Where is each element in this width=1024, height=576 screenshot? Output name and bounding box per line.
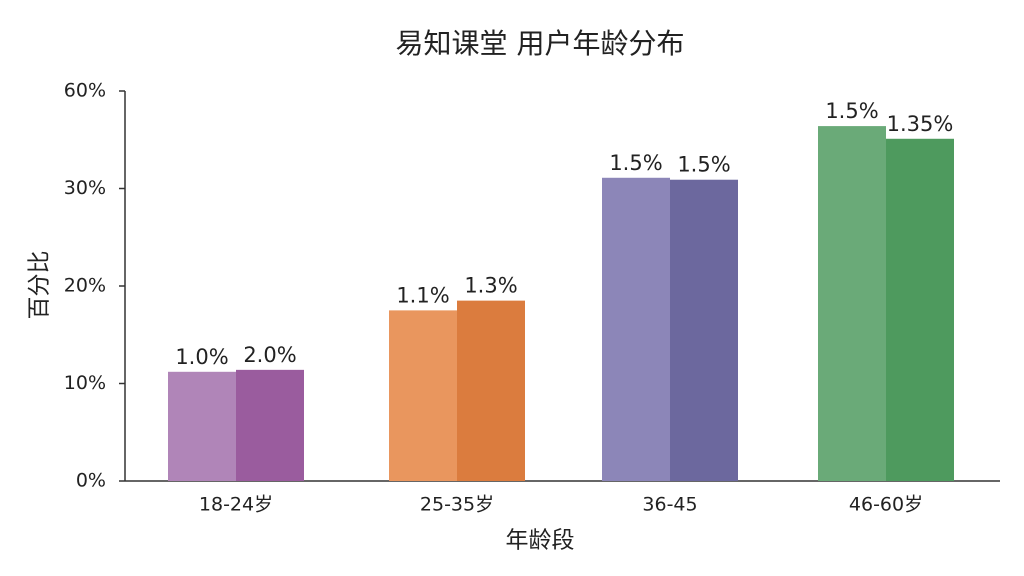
- bar: [389, 310, 457, 481]
- data-label: 1.1%: [396, 283, 449, 307]
- bar: [670, 180, 738, 481]
- x-tick-label: 18-24岁: [199, 494, 273, 516]
- y-tick-label: 10%: [64, 372, 106, 394]
- bar: [236, 370, 304, 481]
- bar: [886, 139, 954, 481]
- data-label: 1.0%: [175, 345, 228, 369]
- y-tick-label: 30%: [64, 177, 106, 199]
- bar: [818, 126, 886, 481]
- x-axis-label: 年龄段: [506, 528, 575, 554]
- x-tick-label: 36-45: [642, 494, 697, 516]
- data-label: 1.5%: [677, 153, 730, 177]
- bar: [168, 372, 236, 481]
- y-axis-label: 百分比: [27, 251, 53, 320]
- y-tick-label: 0%: [76, 470, 106, 492]
- chart-title: 易知课堂 用户年龄分布: [396, 27, 685, 60]
- data-label: 2.0%: [243, 343, 296, 367]
- x-tick-label: 25-35岁: [420, 494, 494, 516]
- data-label: 1.35%: [887, 112, 954, 136]
- y-tick-label: 20%: [64, 275, 106, 297]
- chart: 易知课堂 用户年龄分布 年龄段 百分比 0% 10% 20% 30% 60% 18-24岁…: [0, 0, 1024, 576]
- y-tick-label: 60%: [64, 80, 106, 102]
- data-label: 1.5%: [609, 151, 662, 175]
- bar: [602, 178, 670, 481]
- data-label: 1.5%: [825, 99, 878, 123]
- x-tick-label: 46-60岁: [849, 494, 923, 516]
- bar: [457, 301, 525, 481]
- data-label: 1.3%: [464, 274, 517, 298]
